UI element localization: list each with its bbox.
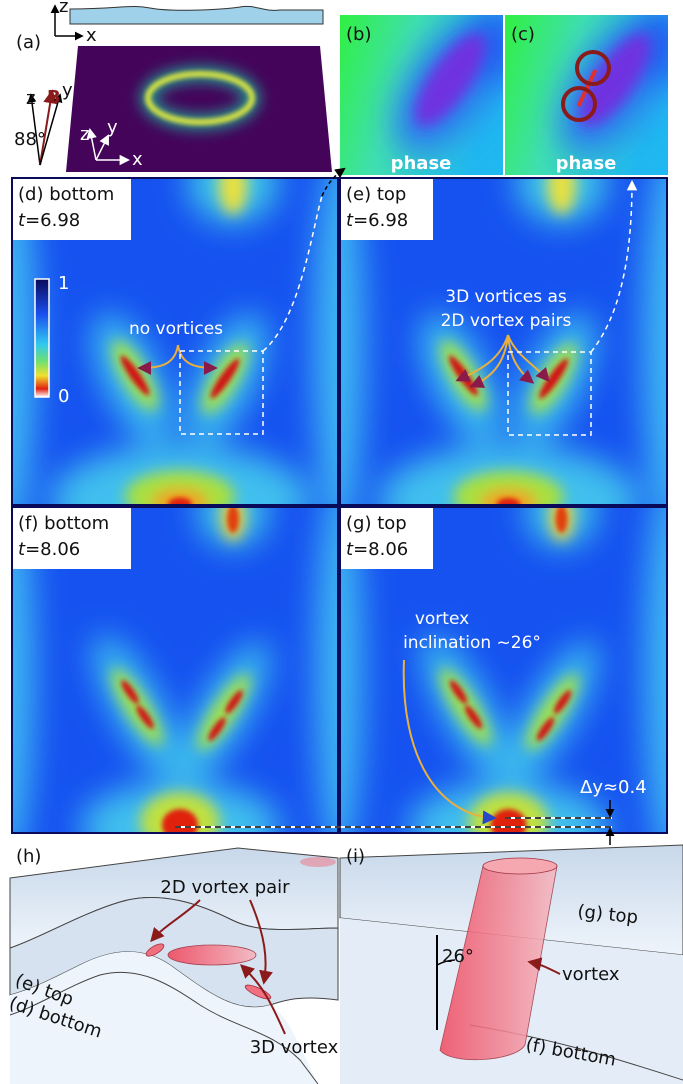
- time-label: t=8.06: [18, 539, 80, 560]
- colorbar-min: 0: [58, 386, 69, 407]
- annotation: inclination ~26°: [403, 633, 541, 653]
- panel-label: (d) bottom: [18, 184, 114, 205]
- text-part: =6.98: [25, 210, 80, 231]
- annotation: 2D vortex pairs: [441, 311, 572, 331]
- panel-c: (c) phase: [505, 0, 683, 175]
- layer-strip: [70, 6, 323, 24]
- vortex-label: 3D vortex: [250, 1037, 339, 1058]
- page: Vortex figure {"panel_a": {"label": "(a)…: [0, 0, 683, 1084]
- text-part: =8.06: [353, 539, 408, 560]
- panel-i: (i) (g) top 26° vortex (f) bottom: [340, 845, 683, 1084]
- text-part: =6.98: [353, 210, 408, 231]
- panel-b: (b) phase: [340, 0, 529, 175]
- vortex-cut: [300, 857, 336, 867]
- body: z x (a) z y x z B y 88° (b) phase (c) ph…: [0, 0, 683, 1084]
- time-label: t=8.06: [346, 539, 408, 560]
- time-label: t=6.98: [346, 210, 408, 231]
- angle-label: 88°: [14, 129, 46, 150]
- figure: z x (a) z y x z B y 88° (b) phase (c) ph…: [0, 0, 683, 1084]
- annotation: vortex: [415, 609, 469, 629]
- axis-label: z: [59, 0, 68, 17]
- time-label: t=6.98: [18, 210, 80, 231]
- axis-label: z: [26, 88, 35, 109]
- colorbar-max: 1: [58, 273, 69, 294]
- offset-label: Δy≈0.4: [580, 777, 647, 798]
- colorbar-gradient: [35, 279, 49, 397]
- annotation: 3D vortices as: [445, 287, 567, 307]
- panel-label: (f) bottom: [18, 513, 109, 534]
- axis-label: y: [107, 117, 118, 138]
- vortex-3d: [168, 945, 256, 965]
- panel-label: (h): [16, 846, 41, 867]
- caption: phase: [556, 153, 617, 174]
- panel-label: (g) top: [346, 513, 407, 534]
- axis-label: y: [62, 80, 73, 101]
- axis-label: x: [86, 25, 97, 46]
- vortex-top: [483, 858, 557, 874]
- field-label: B: [47, 87, 61, 108]
- annotation: 2D vortex pair: [160, 877, 290, 898]
- density-panels: (d) bottom t=6.98 (e) top t=6.98 (f) bot…: [0, 141, 683, 872]
- panel-h: (h) 2D vortex pair (e) top (d) bottom 3D…: [6, 846, 338, 1084]
- angle-label: 26°: [442, 946, 474, 967]
- panel-label: (i): [346, 846, 365, 867]
- panel-a: z x (a) z y x z B y 88°: [14, 0, 332, 172]
- axis-label: x: [132, 149, 143, 170]
- panel-label: (c): [511, 24, 535, 45]
- annotation: no vortices: [129, 319, 223, 339]
- density-plane: [66, 46, 332, 172]
- caption: phase: [391, 153, 452, 174]
- panel-label: (a): [16, 32, 41, 53]
- axis-label: z: [80, 124, 89, 145]
- panel-label: (b): [346, 24, 371, 45]
- vortex-label: vortex: [562, 964, 620, 985]
- text-part: =8.06: [25, 539, 80, 560]
- panel-label: (e) top: [346, 184, 406, 205]
